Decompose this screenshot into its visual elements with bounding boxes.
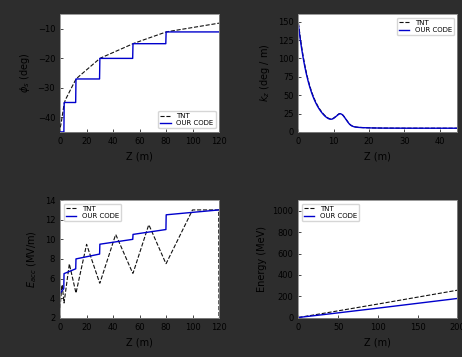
Y-axis label: $\phi_s$ (deg): $\phi_s$ (deg) xyxy=(18,53,32,93)
TNT xyxy=(177,234,182,238)
OUR CODE xyxy=(143,41,149,46)
OUR CODE xyxy=(390,304,396,308)
TNT xyxy=(430,126,435,130)
OUR CODE xyxy=(430,126,435,130)
TNT xyxy=(296,21,301,25)
TNT xyxy=(393,126,399,130)
OUR CODE xyxy=(372,306,377,311)
OUR CODE xyxy=(129,237,135,242)
OUR CODE xyxy=(164,30,169,34)
OUR CODE xyxy=(98,242,103,246)
Legend: TNT, OUR CODE: TNT, OUR CODE xyxy=(158,111,215,129)
OUR CODE xyxy=(371,306,377,311)
TNT xyxy=(188,26,193,30)
TNT xyxy=(57,306,63,310)
OUR CODE xyxy=(134,41,139,46)
Line: OUR CODE: OUR CODE xyxy=(60,210,219,293)
X-axis label: Z (m): Z (m) xyxy=(126,337,153,347)
TNT xyxy=(296,25,302,30)
OUR CODE xyxy=(188,30,194,34)
OUR CODE xyxy=(455,126,460,130)
OUR CODE xyxy=(57,130,63,134)
X-axis label: Z (m): Z (m) xyxy=(365,151,391,161)
TNT xyxy=(440,126,445,130)
Line: TNT: TNT xyxy=(298,23,457,128)
OUR CODE xyxy=(85,254,91,258)
TNT xyxy=(98,278,103,282)
OUR CODE xyxy=(296,27,302,32)
TNT xyxy=(85,247,91,251)
Legend: TNT, OUR CODE: TNT, OUR CODE xyxy=(302,203,359,221)
TNT xyxy=(213,21,218,26)
TNT xyxy=(129,269,135,273)
Legend: TNT, OUR CODE: TNT, OUR CODE xyxy=(64,203,121,221)
TNT xyxy=(371,303,377,307)
Legend: TNT, OUR CODE: TNT, OUR CODE xyxy=(396,18,454,35)
TNT xyxy=(455,126,460,130)
Line: TNT: TNT xyxy=(298,290,457,317)
Y-axis label: $E_{acc}$ (MV/m): $E_{acc}$ (MV/m) xyxy=(25,230,39,288)
TNT xyxy=(455,288,460,292)
OUR CODE xyxy=(57,291,63,295)
Line: OUR CODE: OUR CODE xyxy=(60,32,219,132)
TNT xyxy=(216,21,222,25)
Line: TNT: TNT xyxy=(60,210,219,337)
OUR CODE xyxy=(177,211,182,216)
OUR CODE xyxy=(390,126,396,130)
TNT xyxy=(151,234,157,238)
TNT xyxy=(133,41,138,45)
OUR CODE xyxy=(152,41,158,46)
OUR CODE xyxy=(216,208,222,212)
OUR CODE xyxy=(393,126,399,130)
TNT xyxy=(216,335,222,340)
OUR CODE xyxy=(133,41,138,46)
TNT xyxy=(296,315,301,320)
TNT xyxy=(57,125,63,130)
TNT xyxy=(382,301,387,305)
Y-axis label: Energy (MeV): Energy (MeV) xyxy=(257,226,267,292)
X-axis label: Z (m): Z (m) xyxy=(365,337,391,347)
OUR CODE xyxy=(296,315,301,320)
OUR CODE xyxy=(440,126,445,130)
TNT xyxy=(190,208,195,212)
TNT xyxy=(143,37,149,41)
TNT xyxy=(134,40,139,45)
TNT xyxy=(390,299,396,303)
OUR CODE xyxy=(455,296,460,301)
TNT xyxy=(152,34,158,38)
OUR CODE xyxy=(213,30,218,34)
OUR CODE xyxy=(426,300,432,304)
TNT xyxy=(426,293,432,297)
OUR CODE xyxy=(216,30,222,34)
OUR CODE xyxy=(451,297,456,301)
OUR CODE xyxy=(164,213,169,217)
Y-axis label: $k_z$ (deg / m): $k_z$ (deg / m) xyxy=(258,44,272,102)
OUR CODE xyxy=(151,229,157,233)
OUR CODE xyxy=(296,23,301,27)
TNT xyxy=(390,126,396,130)
OUR CODE xyxy=(390,126,395,130)
TNT xyxy=(390,126,395,130)
TNT xyxy=(372,302,377,307)
X-axis label: Z (m): Z (m) xyxy=(126,151,153,161)
Line: TNT: TNT xyxy=(60,23,219,127)
OUR CODE xyxy=(382,305,387,310)
TNT xyxy=(451,289,456,293)
Line: OUR CODE: OUR CODE xyxy=(298,25,457,128)
TNT xyxy=(164,261,169,266)
Line: OUR CODE: OUR CODE xyxy=(298,298,457,317)
